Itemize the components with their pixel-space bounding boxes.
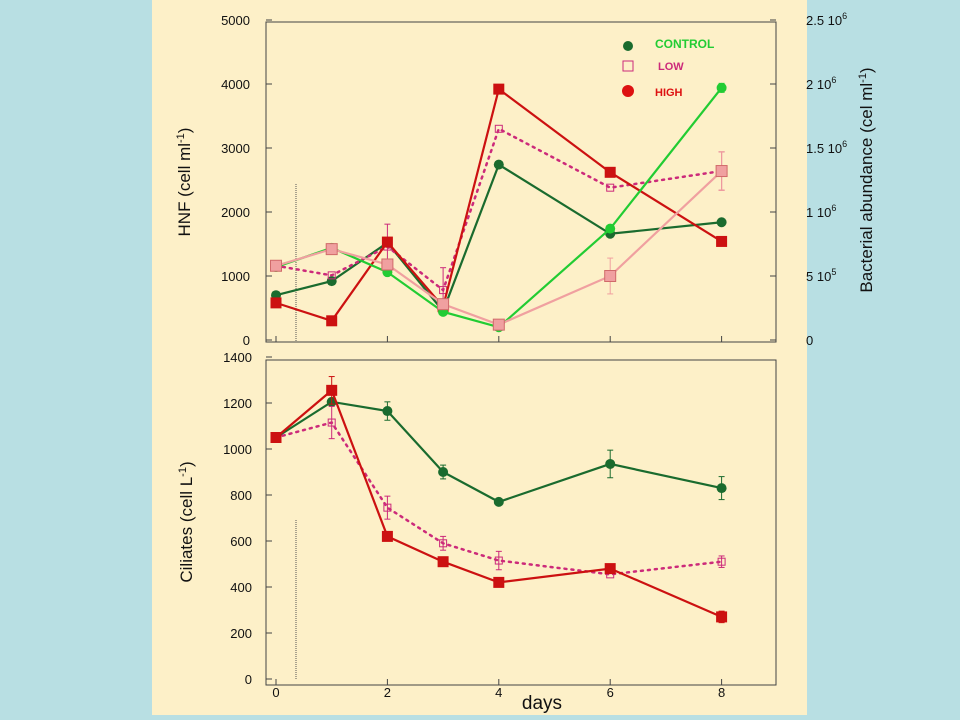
bottom-high-point xyxy=(381,530,393,542)
bottom-x-tick-label: 0 xyxy=(272,685,279,700)
bottom-y-tick-label: 0 xyxy=(245,672,252,687)
bottom-y-tick-label: 600 xyxy=(230,534,252,549)
top-high-point xyxy=(326,315,338,327)
bottom-y-axis-label: Ciliates (cell L-1) xyxy=(177,461,196,582)
bottom-high-point xyxy=(493,576,505,588)
top-bacteria-3-line xyxy=(274,86,723,329)
top-bacteria-3-point xyxy=(716,82,727,93)
top-high-point xyxy=(604,166,616,178)
top-bacteria-4-point xyxy=(715,165,728,178)
top-right-tick-label: 2.5 106 xyxy=(806,11,847,28)
bottom-x-tick-label: 4 xyxy=(495,685,502,700)
top-left-tick-label: 4000 xyxy=(221,77,250,92)
bottom-low-point xyxy=(383,503,392,512)
bottom-control-point xyxy=(493,496,504,507)
bottom-high-point xyxy=(716,611,728,623)
legend-marker-high xyxy=(622,85,634,97)
top-right-tick-label: 1.5 106 xyxy=(806,139,847,156)
bottom-control-point xyxy=(716,483,727,494)
top-right-tick-label: 2 106 xyxy=(806,75,836,92)
top-control-point xyxy=(493,159,504,170)
top-low-point xyxy=(327,271,336,280)
top-left-tick-label: 3000 xyxy=(221,141,250,156)
bottom-series-group xyxy=(270,376,728,624)
legend-label-high: HIGH xyxy=(655,87,683,99)
top-high-point xyxy=(381,236,393,248)
top-left-y-axis-label: HNF (cell ml-1) xyxy=(175,128,194,237)
top-bacteria-4-point xyxy=(437,298,450,311)
bottom-x-tick-label: 8 xyxy=(718,685,725,700)
top-bacteria-4-point xyxy=(325,243,338,256)
top-control-point xyxy=(716,217,727,228)
bottom-x-ticks: 0 2 4 6 8 xyxy=(272,679,725,700)
bottom-low-point xyxy=(717,557,726,566)
top-control-line xyxy=(274,163,723,314)
top-high-point xyxy=(493,83,505,95)
legend-label-control: CONTROL xyxy=(655,37,714,51)
top-bacteria-4-point xyxy=(492,318,505,331)
legend-marker-control xyxy=(623,41,633,51)
bottom-y-tick-label: 1000 xyxy=(223,442,252,457)
bottom-low-point xyxy=(439,539,448,548)
top-right-tick-label: 0 xyxy=(806,333,813,348)
top-bacteria-4-point xyxy=(270,259,282,272)
bottom-y-tick-label: 1400 xyxy=(223,350,252,365)
bottom-low-point xyxy=(494,556,503,565)
bottom-control-point xyxy=(382,406,393,417)
top-low-line xyxy=(274,127,723,293)
bottom-x-tick-label: 6 xyxy=(607,685,614,700)
legend-label-low: LOW xyxy=(658,61,684,73)
top-low-point xyxy=(494,124,503,133)
bottom-high-point xyxy=(270,432,282,443)
top-left-tick-label: 1000 xyxy=(221,269,250,284)
bottom-high-point xyxy=(437,556,449,568)
top-left-tick-label: 2000 xyxy=(221,205,250,220)
bottom-x-tick-label: 2 xyxy=(384,685,391,700)
top-high-line xyxy=(274,87,723,323)
top-left-tick-label: 0 xyxy=(243,333,250,348)
top-left-tick-label: 5000 xyxy=(221,13,250,28)
bottom-control-point xyxy=(605,458,616,469)
legend: CONTROL LOW HIGH xyxy=(622,37,714,99)
top-bacteria-4-point xyxy=(604,270,617,282)
top-high-point xyxy=(270,297,282,309)
bottom-y-ticks: 0 200 400 600 800 1000 1200 1400 xyxy=(223,350,272,687)
bottom-y-tick-label: 800 xyxy=(230,488,252,503)
top-y-ticks-right: 0 5 105 1 106 1.5 106 2 106 2.5 106 xyxy=(770,11,847,348)
top-bacteria-4-line xyxy=(274,169,723,326)
top-bacteria-4-point xyxy=(381,258,394,271)
bottom-low-point xyxy=(327,418,336,427)
top-series-group xyxy=(270,82,728,333)
top-high-point xyxy=(716,235,728,247)
x-axis-label: days xyxy=(522,693,562,714)
bottom-y-tick-label: 1200 xyxy=(223,396,252,411)
top-plot-frame xyxy=(265,21,777,343)
bottom-high-point xyxy=(604,563,616,575)
top-y-ticks-left: 0 1000 2000 3000 4000 5000 xyxy=(221,13,272,348)
top-low-point xyxy=(606,183,615,192)
top-right-tick-label: 1 106 xyxy=(806,203,836,220)
legend-marker-low xyxy=(622,60,634,72)
top-x-ticks xyxy=(275,336,723,342)
bottom-plot-frame xyxy=(265,359,777,686)
bottom-y-tick-label: 200 xyxy=(230,626,252,641)
bottom-y-tick-label: 400 xyxy=(230,580,252,595)
top-bacteria-3-point xyxy=(605,223,616,234)
top-right-y-axis-label: Bacterial abundance (cel ml-1) xyxy=(857,67,876,292)
top-right-tick-label: 5 105 xyxy=(806,267,836,284)
bottom-control-point xyxy=(438,467,449,477)
bottom-high-point xyxy=(326,384,338,396)
